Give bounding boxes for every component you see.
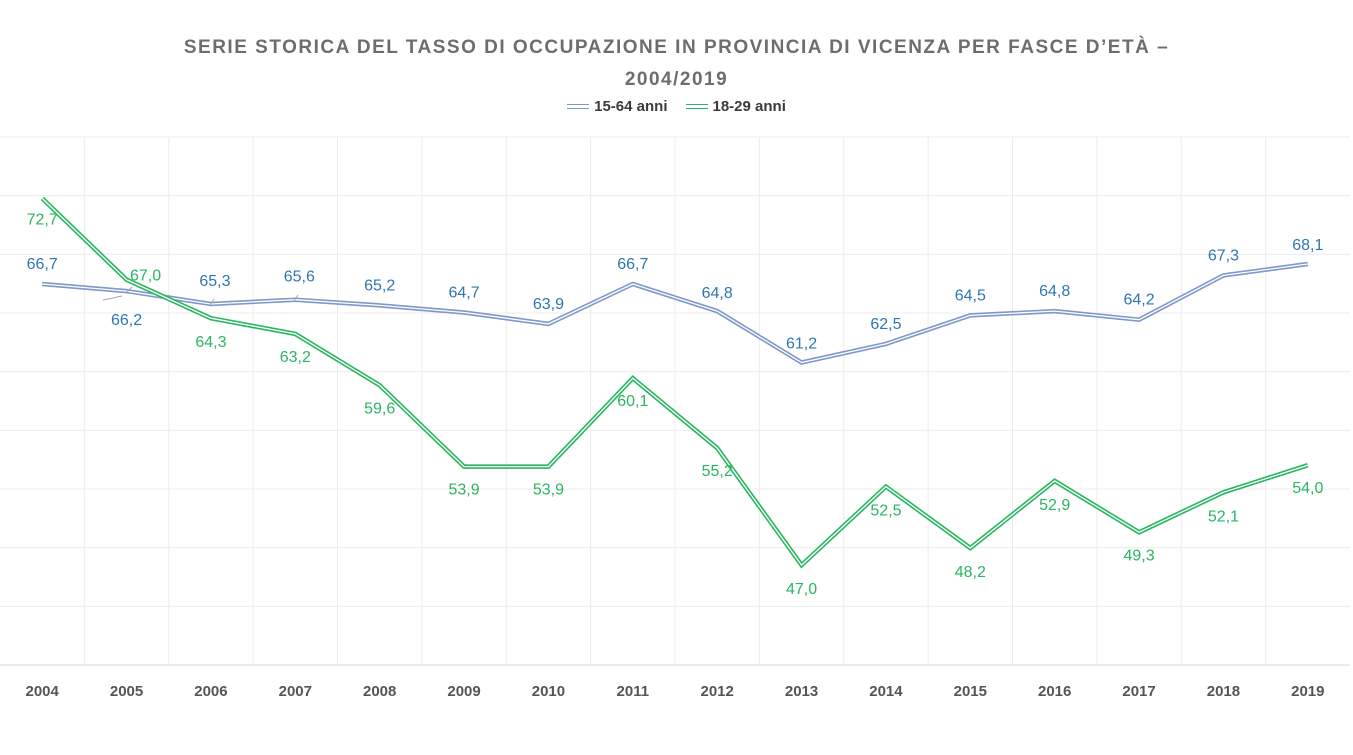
data-label-15-64: 65,3 [199,273,230,290]
legend-label-18-29: 18-29 anni [712,98,786,115]
data-label-15-64: 67,3 [1208,247,1239,264]
chart-title: SERIE STORICA DEL TASSO DI OCCUPAZIONE I… [0,32,1353,96]
data-label-18-29: 48,2 [955,564,986,581]
label-leader-line [293,294,299,302]
x-tick-label: 2014 [869,683,903,700]
x-tick-label: 2015 [954,683,987,700]
data-label-15-64: 64,8 [702,285,733,302]
x-tick-label: 2011 [617,683,650,700]
x-tick-label: 2007 [279,683,312,700]
data-label-15-64: 62,5 [870,316,901,333]
x-tick-label: 2006 [194,683,227,700]
data-label-15-64: 64,8 [1039,283,1070,300]
chart-title-line-2: 2004/2019 [624,69,729,90]
data-label-18-29: 54,0 [1292,480,1323,497]
x-tick-label: 2005 [110,683,143,700]
data-label-18-29: 72,7 [27,211,58,228]
data-label-15-64: 63,9 [533,296,564,313]
series-line-core-18-29 [41,197,1308,567]
legend-swatch-15-64 [567,104,590,109]
data-label-15-64: 61,2 [786,335,817,352]
data-label-15-64: 64,2 [1123,292,1154,309]
data-label-18-29: 49,3 [1123,547,1154,564]
data-label-15-64: 64,5 [955,287,986,304]
data-label-18-29: 47,0 [786,581,817,598]
x-tick-label: 2019 [1291,683,1324,700]
series-line-core-15-64 [42,263,1308,364]
legend-label-15-64: 15-64 anni [594,98,668,115]
label-leader-line [102,295,123,301]
x-tick-label: 2017 [1122,683,1155,700]
label-leader-line [126,286,133,293]
legend-swatch-18-29 [685,104,708,109]
data-label-18-29: 64,3 [195,334,226,351]
data-label-18-29: 52,9 [1039,497,1070,514]
data-label-18-29: 63,2 [280,349,311,366]
data-label-15-64: 65,2 [364,277,395,294]
chart-legend: 15-64 anni 18-29 anni [0,98,1353,115]
legend-item-15-64: 15-64 anni [567,98,668,115]
x-tick-label: 2010 [532,683,565,700]
x-tick-label: 2009 [447,683,480,700]
data-label-15-64: 68,1 [1292,237,1323,254]
data-label-18-29: 55,2 [702,463,733,480]
data-label-18-29: 53,9 [448,482,479,499]
data-label-18-29: 52,5 [870,503,901,520]
x-tick-label: 2008 [363,683,396,700]
data-label-18-29: 60,1 [617,393,648,410]
x-tick-label: 2004 [26,683,60,700]
data-label-15-64: 64,7 [448,285,479,302]
x-tick-label: 2016 [1038,683,1071,700]
data-label-15-64: 65,6 [284,269,315,286]
x-tick-label: 2013 [785,683,818,700]
data-label-15-64: 66,7 [617,256,648,273]
x-tick-label: 2012 [701,683,734,700]
legend-item-18-29: 18-29 anni [685,98,786,115]
data-label-18-29: 59,6 [364,400,395,417]
x-tick-label: 2018 [1207,683,1240,700]
chart-title-line-1: SERIE STORICA DEL TASSO DI OCCUPAZIONE I… [183,37,1170,58]
label-leader-line [209,298,215,306]
data-label-18-29: 67,0 [130,268,161,285]
data-label-15-64: 66,7 [27,256,58,273]
data-label-18-29: 52,1 [1208,508,1239,525]
data-label-18-29: 53,9 [533,482,564,499]
data-label-15-64: 66,2 [111,312,142,329]
